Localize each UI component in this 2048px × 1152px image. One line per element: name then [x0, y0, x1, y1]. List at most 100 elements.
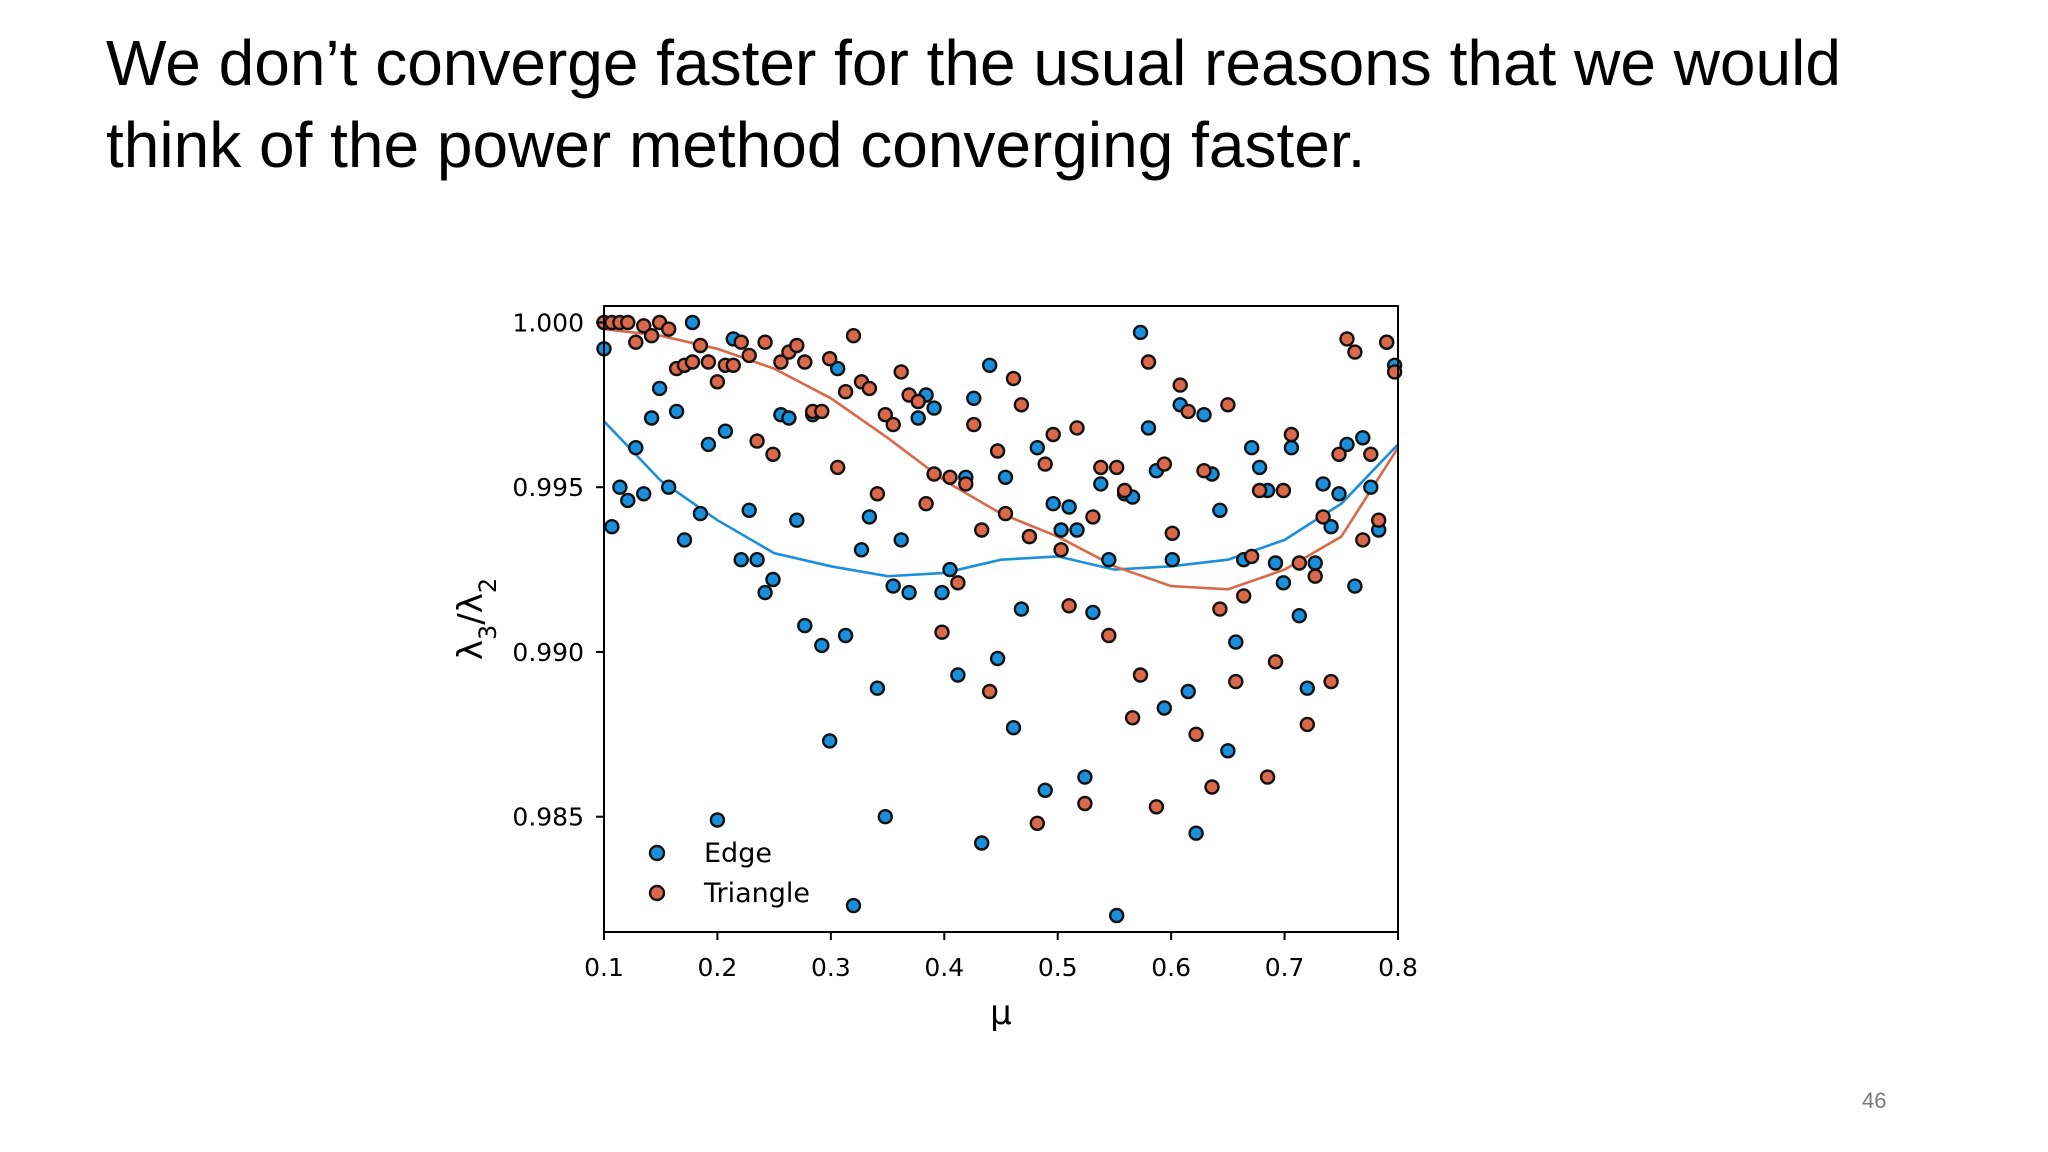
- point-edge: [861, 509, 878, 525]
- point-edge: [869, 680, 886, 696]
- point-edge: [717, 423, 734, 439]
- point-edge: [901, 584, 917, 601]
- point-triangle: [1370, 512, 1387, 528]
- point-triangle: [1331, 446, 1347, 462]
- point-edge: [1228, 634, 1244, 650]
- point-edge: [789, 512, 805, 528]
- point-triangle: [1164, 525, 1181, 541]
- point-triangle: [989, 443, 1006, 459]
- point-edge: [797, 617, 813, 634]
- point-edge: [757, 584, 773, 601]
- point-edge: [1291, 608, 1308, 624]
- point-triangle: [885, 416, 901, 433]
- point-edge: [1029, 440, 1046, 456]
- point-edge: [620, 492, 636, 509]
- point-triangle: [1101, 627, 1117, 644]
- point-triangle: [910, 393, 926, 410]
- point-triangle: [1251, 482, 1268, 499]
- slide-title: We don’t converge faster for the usual r…: [106, 22, 2006, 186]
- point-edge: [853, 542, 870, 558]
- point-edge: [1101, 552, 1117, 568]
- x-tick-label: 0.7: [1265, 953, 1305, 982]
- point-edge: [1243, 440, 1260, 456]
- point-triangle: [749, 433, 765, 449]
- y-tick-label: 1.000: [512, 308, 584, 337]
- point-triangle: [1124, 710, 1141, 726]
- point-triangle: [942, 469, 958, 485]
- point-edge: [692, 505, 709, 522]
- point-triangle: [926, 466, 942, 482]
- point-triangle: [1339, 331, 1355, 347]
- point-edge: [982, 357, 998, 373]
- x-tick-label: 0.1: [584, 953, 624, 982]
- point-edge: [910, 410, 926, 426]
- point-edge: [1045, 496, 1061, 512]
- point-triangle: [757, 334, 773, 350]
- point-triangle: [797, 354, 813, 370]
- point-triangle: [1132, 667, 1149, 683]
- point-triangle: [1140, 354, 1157, 370]
- point-edge: [1307, 555, 1323, 571]
- point-edge: [643, 410, 660, 426]
- point-triangle: [1093, 459, 1109, 476]
- point-edge: [636, 486, 652, 502]
- point-edge: [950, 667, 966, 683]
- y-tick-label: 0.995: [512, 473, 584, 502]
- point-edge: [661, 479, 677, 495]
- point-triangle: [1259, 769, 1276, 785]
- point-edge: [1331, 486, 1347, 502]
- point-triangle: [1196, 463, 1212, 479]
- x-tick-label: 0.6: [1151, 953, 1191, 982]
- point-edge: [974, 835, 990, 851]
- point-edge: [1212, 502, 1228, 518]
- point-triangle: [1061, 598, 1077, 614]
- point-edge: [1085, 604, 1101, 621]
- point-triangle: [918, 496, 934, 512]
- point-triangle: [974, 522, 990, 538]
- point-edge: [814, 637, 830, 654]
- point-edge: [1196, 407, 1212, 423]
- point-edge: [1093, 476, 1109, 492]
- point-triangle: [1085, 509, 1101, 525]
- point-edge: [1339, 436, 1355, 453]
- point-triangle: [814, 403, 830, 420]
- point-triangle: [1363, 446, 1379, 462]
- point-triangle: [765, 446, 781, 462]
- point-triangle: [628, 334, 644, 350]
- y-axis-label: λ3/λ2: [451, 578, 502, 660]
- point-edge: [684, 314, 701, 331]
- point-triangle: [1243, 548, 1260, 565]
- point-triangle: [1005, 370, 1022, 387]
- page-number: 46: [1862, 1088, 1887, 1113]
- point-triangle: [1323, 673, 1339, 690]
- legend-label-triangle: Triangle: [703, 878, 810, 909]
- point-triangle: [1108, 459, 1125, 476]
- point-edge: [1315, 476, 1331, 492]
- data-points: [596, 314, 1403, 924]
- point-edge: [893, 532, 909, 548]
- point-triangle: [1077, 795, 1093, 812]
- point-edge: [1220, 743, 1236, 759]
- point-triangle: [1045, 426, 1061, 443]
- point-triangle: [1212, 601, 1228, 617]
- point-edge: [749, 552, 765, 568]
- point-edge: [1299, 680, 1316, 696]
- x-axis-ticks: 0.1 0.2 0.3 0.4 0.5 0.6 0.7 0.8: [584, 932, 1418, 982]
- point-edge: [837, 627, 854, 644]
- slide-title-line-1: We don’t converge faster for the usual r…: [106, 27, 1841, 99]
- y-axis-ticks: 0.985 0.990 0.995 1.000: [512, 308, 604, 832]
- point-edge: [989, 650, 1006, 667]
- point-edge: [781, 410, 797, 426]
- point-edge: [1140, 420, 1157, 436]
- point-edge: [628, 440, 644, 456]
- point-edge: [1156, 700, 1173, 716]
- point-triangle: [1037, 456, 1053, 472]
- point-triangle: [861, 380, 878, 397]
- point-triangle: [733, 334, 749, 350]
- point-edge: [1013, 601, 1030, 617]
- x-tick-label: 0.4: [924, 953, 964, 982]
- point-triangle: [1291, 555, 1308, 571]
- point-triangle: [1275, 482, 1292, 499]
- x-tick-label: 0.8: [1378, 953, 1418, 982]
